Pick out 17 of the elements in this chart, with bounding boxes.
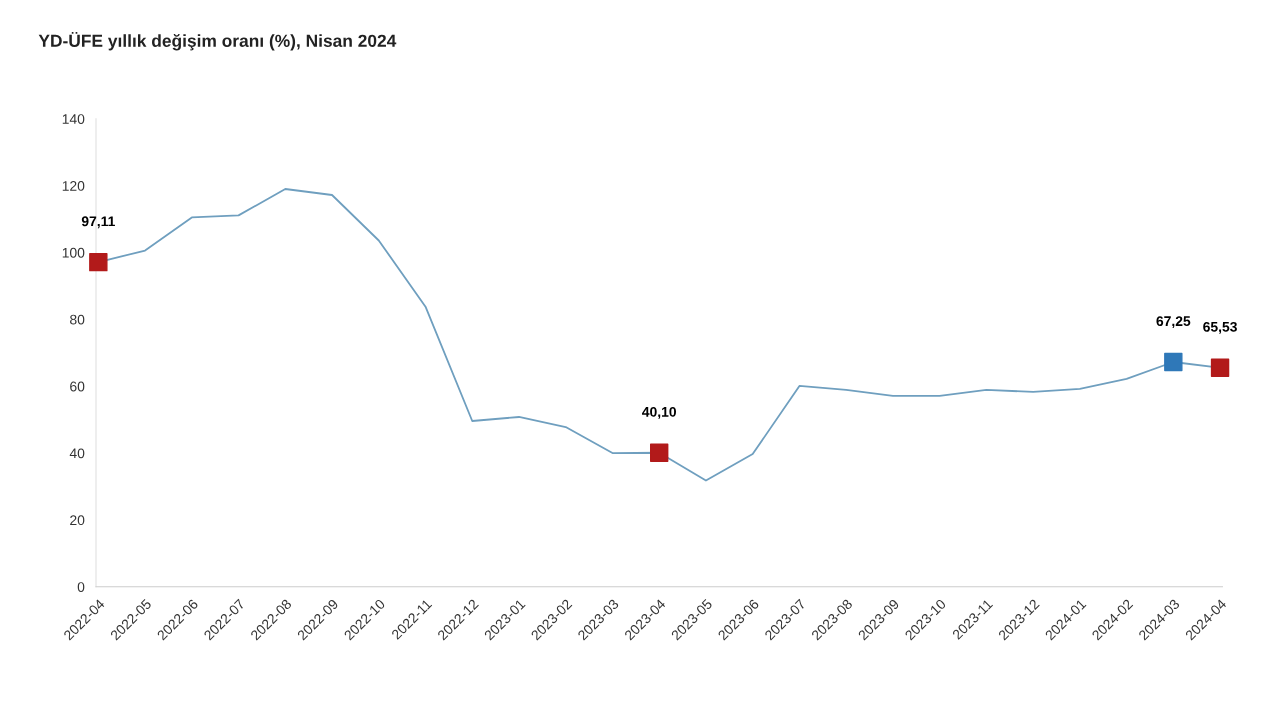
point: [89, 252, 108, 272]
chart-title: YD-ÜFE yıllık değişim oranı (%), Nisan 2024: [38, 31, 397, 51]
point: [649, 443, 669, 462]
point: [1210, 358, 1230, 377]
y-tick-label: 140: [62, 114, 85, 124]
y-tick-label: 120: [62, 180, 85, 191]
y-tick-label: 40: [69, 448, 85, 459]
y-tick-label: 100: [62, 247, 85, 258]
data-label: 67,25: [1156, 316, 1191, 329]
point: [1164, 352, 1183, 372]
y-tick-label: 80: [70, 314, 85, 325]
data-label: 65,53: [1203, 321, 1237, 334]
data-label: 97,11: [81, 216, 115, 229]
y-tick-label: 0: [77, 582, 85, 592]
y-tick-label: 20: [70, 515, 85, 526]
data-label: 40,10: [642, 406, 677, 419]
y-tick-label: 60: [70, 381, 85, 392]
